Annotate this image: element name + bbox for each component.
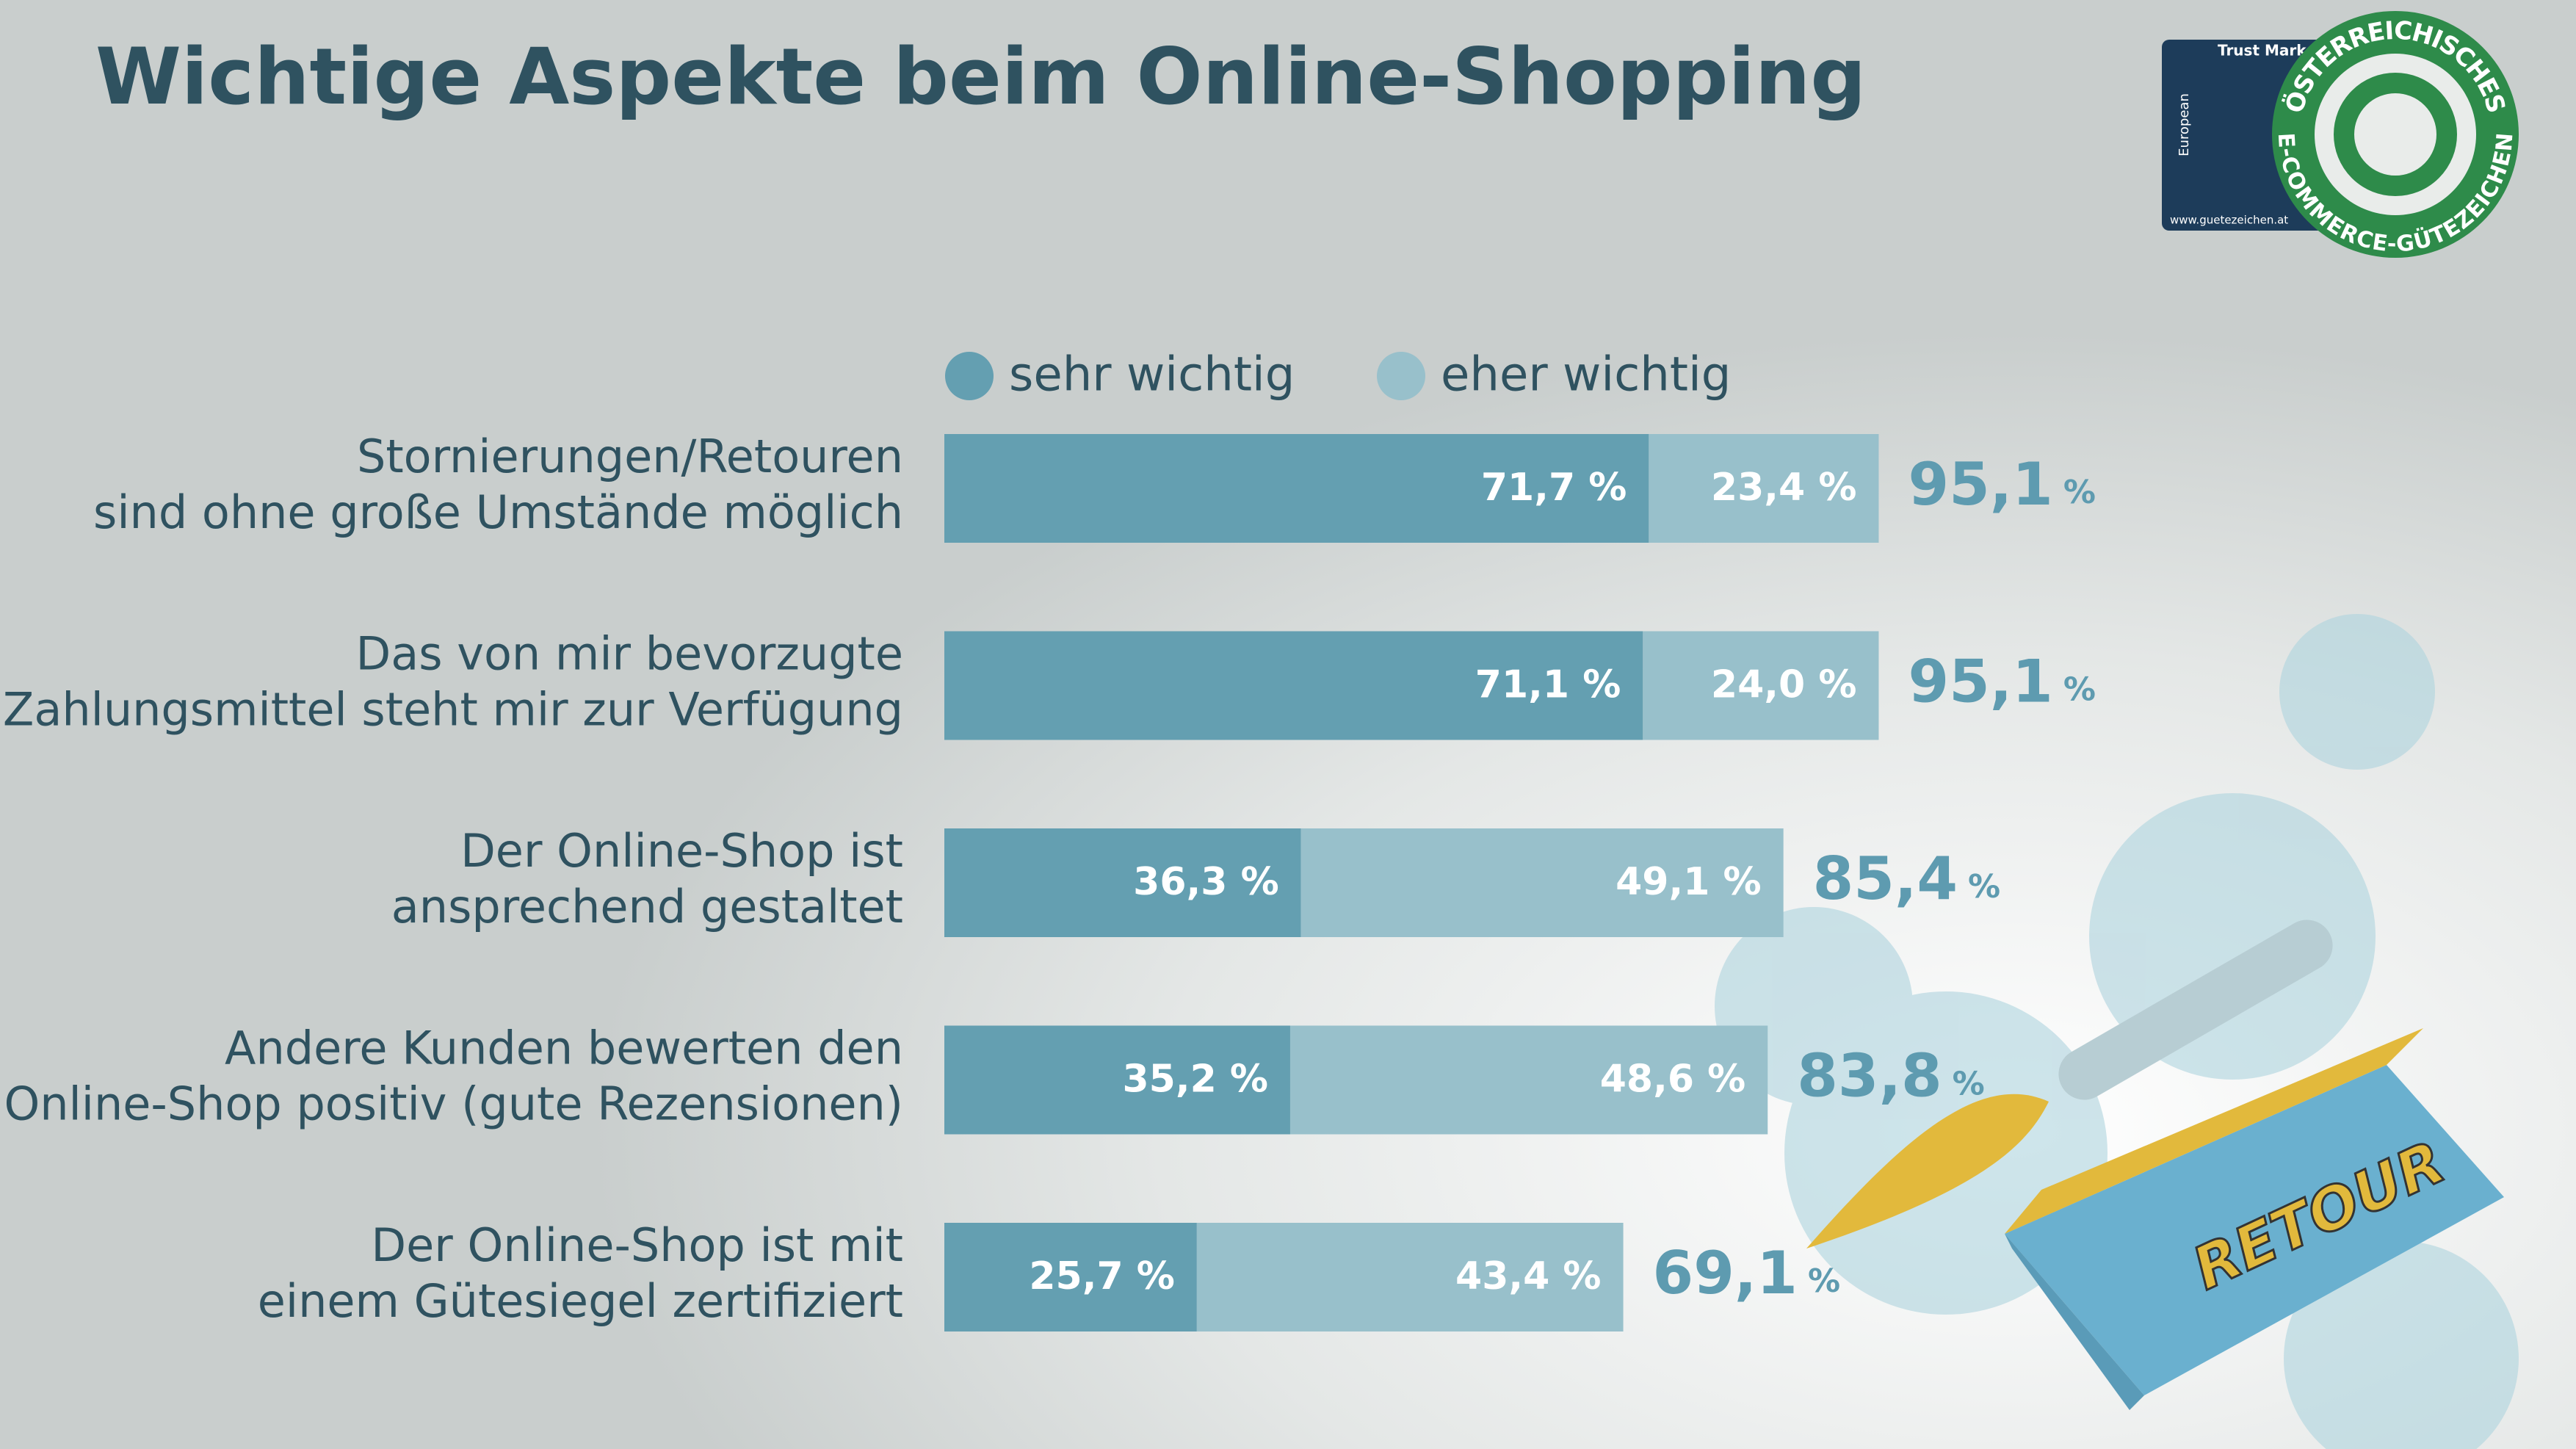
total-unit: %	[2063, 474, 2096, 511]
total-unit: %	[1808, 1262, 1840, 1300]
bar	[944, 434, 1649, 543]
bar	[1643, 631, 1879, 740]
category-label: Zahlungsmittel steht mir zur Verfügung	[3, 683, 903, 737]
total-unit: %	[1968, 868, 2000, 906]
logo-side: European	[2177, 93, 2192, 156]
category-label: Online-Shop positiv (gute Rezensionen)	[4, 1077, 903, 1131]
legend-swatch	[945, 352, 994, 400]
total-label: 95,1	[1908, 647, 2052, 715]
total-label: 85,4	[1813, 845, 1958, 913]
value-label: 23,4 %	[1711, 466, 1857, 510]
value-label: 36,3 %	[1133, 860, 1279, 904]
bar	[1289, 1025, 1768, 1135]
chart-title: Wichtige Aspekte beim Online-Shopping	[95, 32, 1866, 122]
category-label: Der Online-Shop ist mit	[371, 1218, 903, 1272]
value-label: 43,4 %	[1455, 1254, 1602, 1298]
total-label: 83,8	[1797, 1041, 1942, 1110]
category-label: ansprechend gestaltet	[391, 880, 903, 933]
bar	[944, 1025, 1290, 1135]
legend-label: eher wichtig	[1441, 348, 1731, 402]
category-label: Andere Kunden bewerten den	[225, 1022, 903, 1075]
category-label: Der Online-Shop ist	[460, 824, 903, 878]
decor-circles	[1715, 614, 2519, 1449]
value-label: 48,6 %	[1600, 1058, 1746, 1102]
legend-label: sehr wichtig	[1009, 348, 1295, 402]
value-label: 71,1 %	[1475, 663, 1621, 707]
logo-url: www.guetezeichen.at	[2170, 214, 2288, 227]
bar	[944, 631, 1643, 740]
logo: Trust Mark European www.guetezeichen.at …	[2162, 11, 2519, 258]
retour-illustration: RETOUR	[1806, 919, 2504, 1410]
bar	[944, 828, 1301, 937]
category-label: Stornierungen/Retouren	[357, 430, 903, 483]
value-label: 49,1 %	[1616, 860, 1762, 904]
value-label: 24,0 %	[1711, 663, 1857, 707]
legend-swatch	[1377, 352, 1425, 400]
bar	[1196, 1223, 1624, 1331]
logo-top: Trust Mark	[2218, 42, 2307, 59]
bar	[944, 1223, 1197, 1331]
bar	[1649, 434, 1879, 543]
value-label: 25,7 %	[1029, 1254, 1175, 1298]
total-label: 95,1	[1908, 450, 2052, 518]
total-unit: %	[2063, 671, 2096, 709]
value-label: 35,2 %	[1122, 1058, 1268, 1102]
category-label: sind ohne große Umstände möglich	[93, 485, 903, 539]
value-label: 71,7 %	[1481, 466, 1627, 510]
category-label: einem Gütesiegel zertifiziert	[258, 1274, 903, 1328]
bar	[1300, 828, 1784, 937]
total-label: 69,1	[1653, 1239, 1798, 1307]
total-unit: %	[1953, 1066, 1985, 1103]
category-label: Das von mir bevorzugte	[356, 627, 903, 681]
